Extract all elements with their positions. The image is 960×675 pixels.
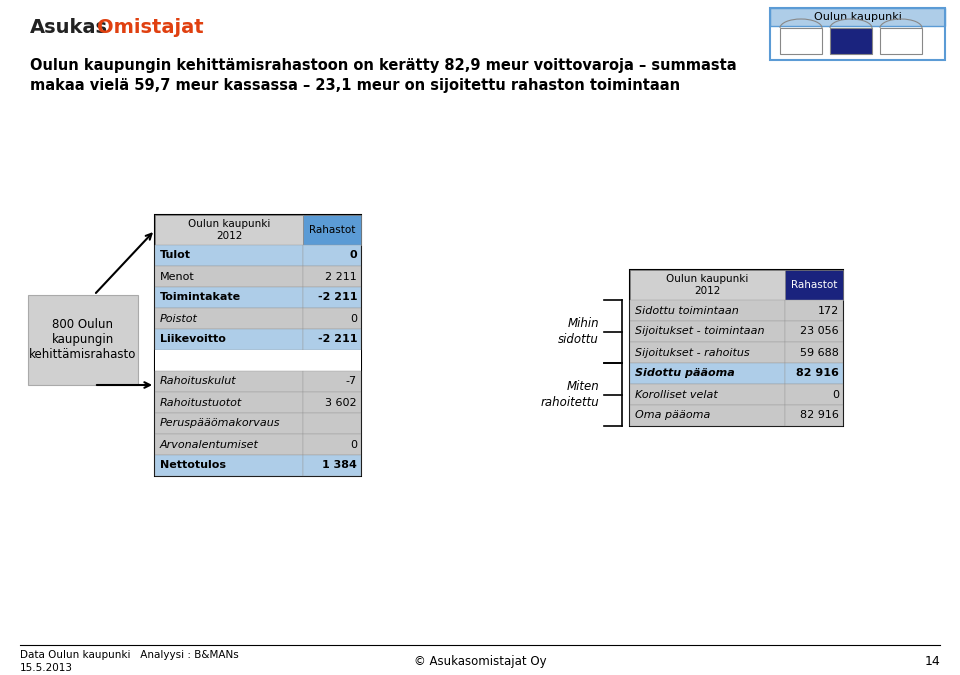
- Text: Sijoitukset - rahoitus: Sijoitukset - rahoitus: [635, 348, 750, 358]
- Text: Liikevoitto: Liikevoitto: [160, 335, 226, 344]
- Text: 15.5.2013: 15.5.2013: [20, 663, 73, 673]
- Bar: [303, 392, 361, 413]
- Bar: [785, 405, 843, 426]
- Text: Menot: Menot: [160, 271, 195, 281]
- Bar: [630, 270, 785, 300]
- Bar: [630, 405, 785, 426]
- Text: Mihin
sidottu: Mihin sidottu: [558, 317, 599, 346]
- Text: Nettotulos: Nettotulos: [160, 460, 226, 470]
- Text: Asukas: Asukas: [30, 18, 108, 37]
- Bar: [303, 245, 361, 266]
- Text: © Asukasomistajat Oy: © Asukasomistajat Oy: [414, 655, 546, 668]
- Bar: [155, 215, 361, 476]
- Text: 14: 14: [924, 655, 940, 668]
- Text: 2 211: 2 211: [325, 271, 357, 281]
- Text: Poistot: Poistot: [160, 313, 198, 323]
- Bar: [785, 342, 843, 363]
- Text: Omistajat: Omistajat: [97, 18, 204, 37]
- Bar: [303, 371, 361, 392]
- Bar: [630, 270, 843, 426]
- Text: 82 916: 82 916: [796, 369, 839, 379]
- Text: 0: 0: [350, 313, 357, 323]
- Bar: [155, 455, 303, 476]
- Text: Arvonalentumiset: Arvonalentumiset: [160, 439, 259, 450]
- Text: Oulun kaupunki
2012: Oulun kaupunki 2012: [188, 219, 270, 241]
- Bar: [303, 434, 361, 455]
- Text: 0: 0: [349, 250, 357, 261]
- Bar: [303, 287, 361, 308]
- Bar: [155, 245, 303, 266]
- Bar: [830, 28, 872, 54]
- Bar: [630, 363, 785, 384]
- Bar: [303, 329, 361, 350]
- Bar: [780, 28, 822, 54]
- Bar: [630, 384, 785, 405]
- Bar: [155, 413, 303, 434]
- Text: Oulun kaupunki: Oulun kaupunki: [813, 12, 901, 22]
- Text: 800 Oulun
kaupungin
kehittämisrahasto: 800 Oulun kaupungin kehittämisrahasto: [30, 319, 136, 362]
- Text: Tulot: Tulot: [160, 250, 191, 261]
- Text: Data Oulun kaupunki   Analyysi : B&MANs: Data Oulun kaupunki Analyysi : B&MANs: [20, 650, 239, 660]
- Bar: [155, 215, 303, 245]
- Bar: [785, 384, 843, 405]
- Text: 0: 0: [832, 389, 839, 400]
- Text: Sijoitukset - toimintaan: Sijoitukset - toimintaan: [635, 327, 764, 337]
- Text: Sidottu pääoma: Sidottu pääoma: [635, 369, 734, 379]
- Bar: [630, 321, 785, 342]
- Text: -2 211: -2 211: [318, 292, 357, 302]
- Bar: [785, 321, 843, 342]
- Bar: [303, 413, 361, 434]
- Text: -7: -7: [346, 377, 357, 387]
- Bar: [303, 455, 361, 476]
- Text: Rahastot: Rahastot: [791, 280, 837, 290]
- Bar: [155, 392, 303, 413]
- Text: Oulun kaupunki
2012: Oulun kaupunki 2012: [666, 274, 749, 296]
- Text: 1 384: 1 384: [323, 460, 357, 470]
- Text: 172: 172: [818, 306, 839, 315]
- Text: Oma pääoma: Oma pääoma: [635, 410, 710, 421]
- Bar: [303, 350, 361, 371]
- Bar: [630, 300, 785, 321]
- Bar: [770, 8, 945, 60]
- Bar: [880, 28, 922, 54]
- Bar: [155, 350, 303, 371]
- Text: Sidottu toimintaan: Sidottu toimintaan: [635, 306, 739, 315]
- Bar: [155, 266, 303, 287]
- Bar: [630, 342, 785, 363]
- Text: 3 602: 3 602: [325, 398, 357, 408]
- Text: Rahoitustuotot: Rahoitustuotot: [160, 398, 242, 408]
- Text: Toimintakate: Toimintakate: [160, 292, 241, 302]
- Bar: [155, 371, 303, 392]
- Text: Korolliset velat: Korolliset velat: [635, 389, 718, 400]
- Text: 0: 0: [350, 439, 357, 450]
- Bar: [785, 300, 843, 321]
- Text: 23 056: 23 056: [801, 327, 839, 337]
- Text: Rahastot: Rahastot: [309, 225, 355, 235]
- Bar: [785, 363, 843, 384]
- Bar: [28, 295, 138, 385]
- Bar: [155, 308, 303, 329]
- Text: Oulun kaupungin kehittämisrahastoon on kerätty 82,9 meur voittovaroja – summasta: Oulun kaupungin kehittämisrahastoon on k…: [30, 58, 736, 73]
- Text: Peruspääömakorvaus: Peruspääömakorvaus: [160, 418, 280, 429]
- Bar: [785, 270, 843, 300]
- Bar: [303, 308, 361, 329]
- Bar: [155, 287, 303, 308]
- Text: Rahoituskulut: Rahoituskulut: [160, 377, 236, 387]
- Text: 82 916: 82 916: [800, 410, 839, 421]
- Text: 59 688: 59 688: [800, 348, 839, 358]
- Text: makaa vielä 59,7 meur kassassa – 23,1 meur on sijoitettu rahaston toimintaan: makaa vielä 59,7 meur kassassa – 23,1 me…: [30, 78, 680, 93]
- Text: -2 211: -2 211: [318, 335, 357, 344]
- Bar: [303, 266, 361, 287]
- Bar: [155, 329, 303, 350]
- Bar: [303, 215, 361, 245]
- Bar: [155, 434, 303, 455]
- Bar: [770, 8, 945, 26]
- Text: Miten
rahoitettu: Miten rahoitettu: [540, 380, 599, 409]
